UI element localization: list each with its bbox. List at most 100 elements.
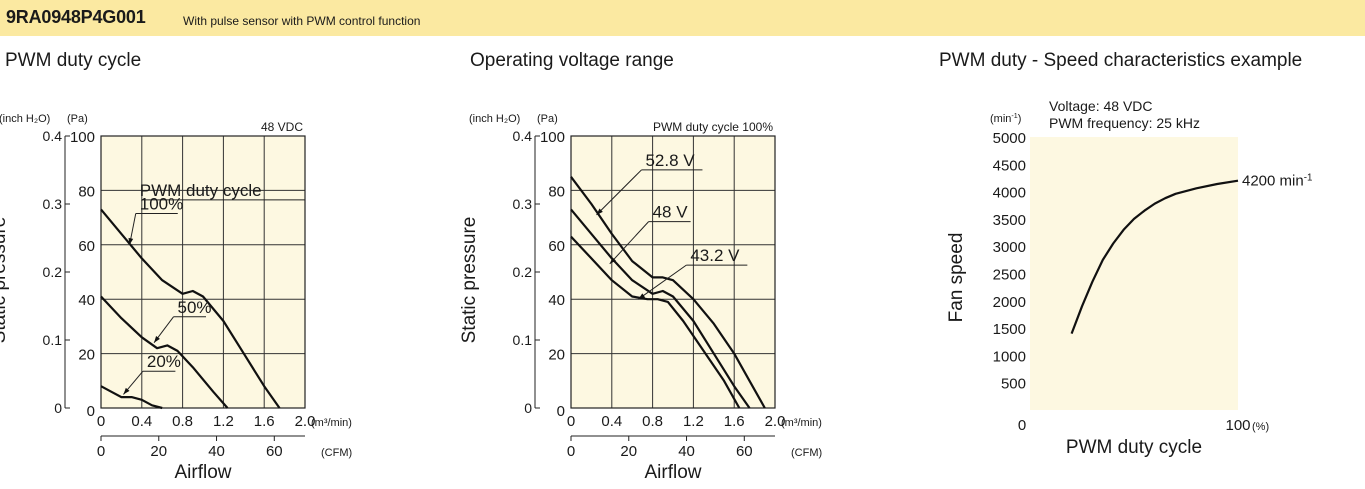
chart1-y-tick-label: 60 (78, 238, 95, 255)
chart1-cfm-tick-label: 0 (97, 443, 105, 460)
chart2-cfm-tick-label: 40 (678, 443, 695, 460)
chart2-series-label: 43.2 V (690, 246, 740, 265)
chart1-y-tick-label: 20 (78, 347, 95, 364)
chart2-x-unit: (m³/min) (781, 417, 822, 429)
chart1-series-label: 50% (178, 298, 212, 317)
chart1-cfm-tick-label: 40 (208, 443, 225, 460)
chart1-x-tick-label: 1.6 (254, 413, 275, 430)
chart2-label-leader (638, 264, 687, 300)
chart3-y-axis-label: Fan speed (946, 233, 967, 323)
chart2-x-axis-label: Airflow (644, 462, 701, 483)
chart1-x-tick-label: 0.8 (172, 413, 193, 430)
chart1-x-tick-label: 2.0 (295, 413, 316, 430)
chart1-x-unit: (m³/min) (311, 417, 352, 429)
chart2-x-zero-label: 0 (567, 413, 575, 430)
chart2-cfm-tick-label: 20 (620, 443, 637, 460)
chart2-y-tick-label: 20 (548, 347, 565, 364)
chart3-y-tick-label: 3500 (993, 212, 1026, 229)
chart1-title: PWM duty cycle (5, 50, 142, 71)
chart2-series-label: 48 V (653, 203, 689, 222)
chart1-inch-tick-label: 0.4 (43, 128, 63, 144)
chart1-cfm-tick-label: 60 (266, 443, 283, 460)
chart3-x-tick-label: 100 (1225, 417, 1250, 434)
chart3-series-line (1070, 179, 1239, 334)
chart2-x-tick-label: 1.6 (724, 413, 745, 430)
chart1-x-tick-label: 1.2 (213, 413, 234, 430)
chart1-y-tick-label: 80 (78, 183, 95, 200)
chart2-series-line (570, 208, 751, 409)
chart2-x-tick-label: 0.4 (601, 413, 622, 430)
chart1-y-zero-label: 0 (87, 403, 95, 420)
chart2-x-tick-label: 2.0 (765, 413, 786, 430)
chart1-y-tick-label: 100 (70, 129, 95, 146)
chart3-y-tick-label: 1500 (993, 321, 1026, 338)
chart1-plot-area (101, 136, 305, 408)
chart3-y-tick-label: 5000 (993, 130, 1026, 147)
chart2-plot-area (571, 136, 775, 408)
chart1-series-line (100, 208, 281, 409)
chart2-x-tick-label: 0.8 (642, 413, 663, 430)
chart2-series-label: 52.8 V (645, 151, 695, 170)
chart3-y-tick-label: 2000 (993, 294, 1026, 311)
chart2-label-arrowhead (596, 208, 603, 215)
chart2-label-arrowhead (638, 293, 646, 300)
chart3-x-unit: (%) (1252, 421, 1269, 433)
chart3-note-line: Voltage: 48 VDC (1049, 98, 1153, 114)
chart3-y-unit: (min-1) (990, 112, 1021, 125)
chart2-x-tick-label: 1.2 (683, 413, 704, 430)
chart3-y-tick-label: 4500 (993, 157, 1026, 174)
chart2-inch-tick-label: 0.3 (513, 196, 533, 212)
chart2-cfm-tick-label: 60 (736, 443, 753, 460)
chart2-inch-tick-label: 0.1 (513, 332, 533, 348)
chart3-y-tick-label: 4000 (993, 185, 1026, 202)
chart1-y-tick-label: 40 (78, 292, 95, 309)
chart3-plot-area (1030, 137, 1238, 410)
chart2-y-tick-label: 60 (548, 238, 565, 255)
chart1-series-label: 20% (147, 352, 181, 371)
chart1-frame (100, 135, 306, 409)
chart1-legend-title: PWM duty cycle (140, 181, 262, 200)
chart1-label-arrowhead (123, 387, 130, 395)
chart2-inch-tick-label: 0.2 (513, 264, 533, 280)
chart1-label-arrowhead (154, 336, 160, 343)
chart2-y-axis-label: Static pressure (459, 217, 480, 344)
chart2-frame (570, 135, 776, 409)
chart1-y-axis-label: Static pressure (0, 217, 10, 344)
model-number: 9RA0948P4G001 (6, 7, 146, 27)
chart2-label-leader (609, 221, 649, 265)
chart1-inch-unit: (inch H₂O) (0, 113, 50, 125)
chart3-y-tick-label: 1000 (993, 348, 1026, 365)
header-bar: 9RA0948P4G001 With pulse sensor with PWM… (0, 0, 1365, 36)
chart2-series-line (570, 235, 741, 409)
chart2-inch-unit: (inch H₂O) (469, 113, 520, 125)
chart2-title: Operating voltage range (470, 50, 674, 71)
chart1-x-zero-label: 0 (97, 413, 105, 430)
chart2-note: PWM duty cycle 100% (653, 120, 773, 134)
chart3-y-tick-label: 3000 (993, 239, 1026, 256)
chart1-inch-tick-label: 0 (54, 400, 62, 416)
chart1-x-axis-label: Airflow (174, 462, 231, 483)
chart3-x-axis-label: PWM duty cycle (1066, 437, 1202, 458)
chart1-note: 48 VDC (261, 120, 303, 134)
chart2-cfm-tick-label: 0 (567, 443, 575, 460)
chart1-inch-tick-label: 0.1 (43, 332, 63, 348)
chart3-title: PWM duty - Speed characteristics example (939, 50, 1303, 71)
chart1-cfm-unit: (CFM) (321, 447, 352, 459)
chart3-note-line: PWM frequency: 25 kHz (1049, 115, 1200, 131)
chart1-inch-tick-label: 0.3 (43, 196, 63, 212)
chart1-label-arrowhead (128, 237, 134, 245)
chart1-x-tick-label: 0.4 (131, 413, 152, 430)
chart3-x-tick-label: 0 (1018, 417, 1026, 434)
chart2-y-tick-label: 100 (540, 129, 565, 146)
chart2-inch-tick-label: 0.4 (513, 128, 533, 144)
chart3-y-tick-label: 2500 (993, 267, 1026, 284)
chart1-pa-unit: (Pa) (67, 113, 88, 125)
chart2-y-tick-label: 40 (548, 292, 565, 309)
model-description: With pulse sensor with PWM control funct… (183, 14, 421, 28)
chart2-label-leader (596, 169, 642, 216)
chart1-series-line (100, 295, 229, 409)
chart1-cfm-tick-label: 20 (150, 443, 167, 460)
chart2-y-tick-label: 80 (548, 183, 565, 200)
chart3-y-tick-label: 500 (1001, 376, 1026, 393)
